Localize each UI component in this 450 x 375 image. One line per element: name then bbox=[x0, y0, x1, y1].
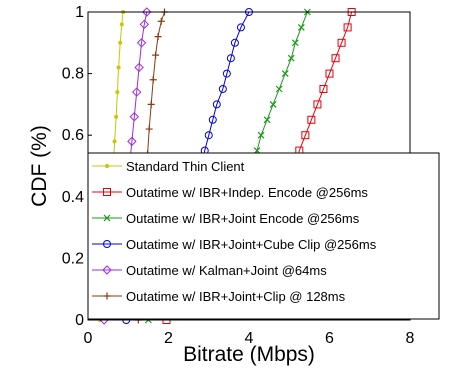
y-tick-label: 1 bbox=[75, 4, 84, 21]
legend-label: Standard Thin Client bbox=[126, 159, 245, 174]
data-point bbox=[114, 115, 118, 119]
data-point bbox=[120, 22, 124, 26]
legend-label: Outatime w/ IBR+Indep. Encode @256ms bbox=[126, 185, 368, 200]
legend-label: Outatime w/ IBR+Joint+Clip @ 128ms bbox=[126, 289, 346, 304]
y-tick-label: 0.2 bbox=[62, 250, 84, 267]
data-point bbox=[113, 139, 117, 143]
legend-entry-outatime-w-ibr-indep-encode-256ms: Outatime w/ IBR+Indep. Encode @256ms bbox=[92, 185, 368, 200]
legend-entry-outatime-w-ibr-joint-cube-clip-256ms: Outatime w/ IBR+Joint+Cube Clip @256ms bbox=[92, 237, 377, 252]
x-tick-label: 8 bbox=[406, 330, 415, 347]
y-axis-label: CDF (%) bbox=[28, 125, 51, 207]
legend-label: Outatime w/ Kalman+Joint @64ms bbox=[126, 263, 327, 278]
legend-entry-outatime-w-ibr-joint-encode-256ms: Outatime w/ IBR+Joint Encode @256ms bbox=[92, 211, 360, 226]
data-point bbox=[115, 90, 119, 94]
x-axis-label: Bitrate (Mbps) bbox=[183, 343, 315, 366]
legend-entry-outatime-w-ibr-joint-clip-128ms: Outatime w/ IBR+Joint+Clip @ 128ms bbox=[92, 289, 346, 304]
y-tick-label: 0 bbox=[75, 312, 84, 329]
legend: Standard Thin Client Outatime w/ IBR+Inde… bbox=[88, 153, 439, 319]
data-point bbox=[118, 41, 122, 45]
legend-entry-outatime-w-kalman-joint-64ms: Outatime w/ Kalman+Joint @64ms bbox=[92, 263, 327, 278]
legend-label: Outatime w/ IBR+Joint+Cube Clip @256ms bbox=[126, 237, 377, 252]
y-tick-label: 0.8 bbox=[62, 66, 84, 83]
data-point bbox=[117, 65, 121, 69]
y-tick-label: 0.6 bbox=[62, 127, 84, 144]
y-tick-label: 0.4 bbox=[62, 189, 84, 206]
x-tick-label: 6 bbox=[325, 330, 334, 347]
x-tick-label: 2 bbox=[164, 330, 173, 347]
x-tick-label: 0 bbox=[84, 330, 93, 347]
legend-marker bbox=[105, 164, 109, 168]
legend-label: Outatime w/ IBR+Joint Encode @256ms bbox=[126, 211, 360, 226]
